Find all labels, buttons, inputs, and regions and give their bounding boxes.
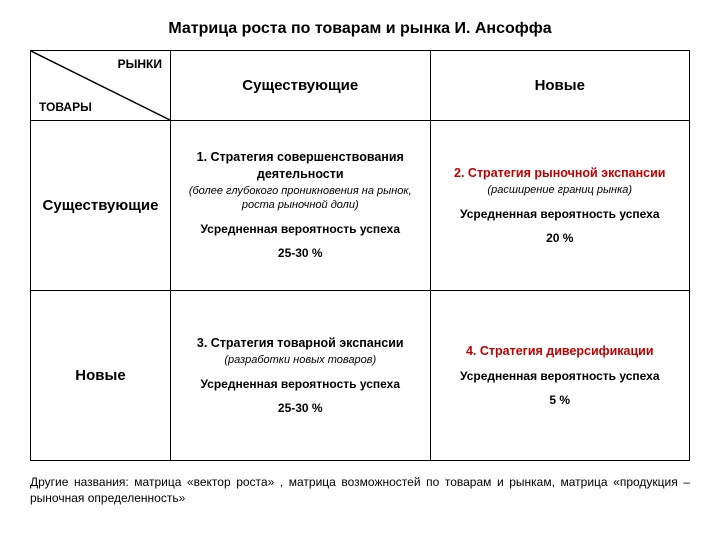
q2-title: 2. Стратегия рыночной экспансии	[439, 165, 681, 181]
page-title: Матрица роста по товарам и рынка И. Ансо…	[30, 20, 690, 38]
q4-prob-label: Усредненная вероятность успеха	[439, 369, 681, 385]
quadrant-1: 1. Стратегия совершенствования деятельно…	[170, 121, 430, 291]
q2-prob-value: 20 %	[439, 231, 681, 247]
q3-prob-value: 25-30 %	[179, 401, 422, 417]
q1-title: 1. Стратегия совершенствования деятельно…	[179, 149, 422, 182]
q1-prob-label: Усредненная вероятность успеха	[179, 222, 422, 238]
q3-note: (разработки новых товаров)	[179, 353, 422, 367]
q1-note: (более глубокого проникновения на рынок,…	[179, 184, 422, 213]
col-header-new: Новые	[430, 51, 689, 121]
row-header-existing: Существующие	[31, 121, 171, 291]
corner-cell: РЫНКИ ТОВАРЫ	[31, 51, 171, 121]
ansoff-matrix: РЫНКИ ТОВАРЫ Существующие Новые Существу…	[30, 50, 690, 461]
row-header-new: Новые	[31, 291, 171, 461]
q4-title: 4. Стратегия диверсификации	[439, 343, 681, 359]
quadrant-2: 2. Стратегия рыночной экспансии (расшире…	[430, 121, 689, 291]
q1-prob-value: 25-30 %	[179, 246, 422, 262]
corner-bottom-label: ТОВАРЫ	[39, 100, 92, 114]
q4-prob-value: 5 %	[439, 393, 681, 409]
q3-prob-label: Усредненная вероятность успеха	[179, 377, 422, 393]
quadrant-4: 4. Стратегия диверсификации Усредненная …	[430, 291, 689, 461]
quadrant-3: 3. Стратегия товарной экспансии (разрабо…	[170, 291, 430, 461]
col-header-existing: Существующие	[170, 51, 430, 121]
q2-note: (расширение границ рынка)	[439, 183, 681, 197]
corner-top-label: РЫНКИ	[118, 57, 162, 71]
q2-prob-label: Усредненная вероятность успеха	[439, 207, 681, 223]
q3-title: 3. Стратегия товарной экспансии	[179, 335, 422, 351]
footnote: Другие названия: матрица «вектор роста» …	[30, 475, 690, 506]
